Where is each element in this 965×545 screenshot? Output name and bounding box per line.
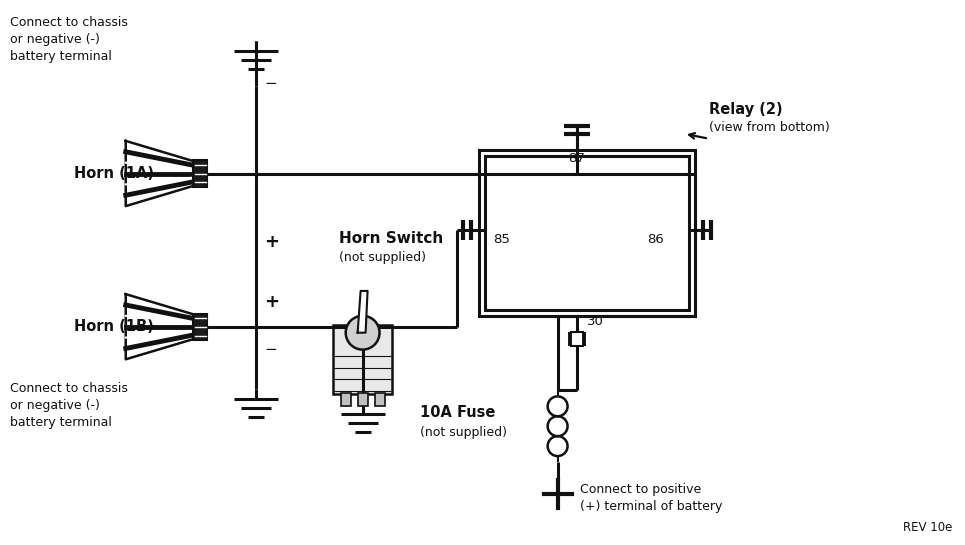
Text: +: + [264, 293, 279, 311]
Text: Horn (1A): Horn (1A) [74, 166, 154, 181]
Polygon shape [358, 291, 368, 332]
Bar [341, 393, 350, 407]
Text: Connect to chassis
or negative (-)
battery terminal: Connect to chassis or negative (-) batte… [11, 383, 128, 429]
Text: 30: 30 [587, 315, 604, 328]
Text: 85: 85 [493, 233, 510, 246]
Text: Relay (2): Relay (2) [709, 102, 783, 117]
Bar [333, 325, 393, 395]
Circle shape [345, 316, 379, 349]
Bar [193, 313, 207, 340]
Text: REV 10e: REV 10e [903, 521, 952, 534]
Text: 10A Fuse: 10A Fuse [421, 405, 496, 420]
Text: +: + [264, 233, 279, 251]
Bar [374, 393, 384, 407]
Text: (not supplied): (not supplied) [421, 426, 508, 439]
Text: Horn (1B): Horn (1B) [74, 319, 153, 334]
Bar [358, 393, 368, 407]
Polygon shape [125, 294, 193, 359]
Text: Horn Switch: Horn Switch [339, 231, 443, 246]
Text: Connect to chassis
or negative (-)
battery terminal: Connect to chassis or negative (-) batte… [11, 16, 128, 63]
Text: 87: 87 [568, 152, 586, 165]
Bar [193, 160, 207, 187]
Text: −: − [264, 76, 277, 92]
Bar [485, 156, 689, 310]
Text: (not supplied): (not supplied) [339, 251, 426, 264]
Text: −: − [264, 342, 277, 357]
Polygon shape [125, 141, 193, 206]
Text: Connect to positive
(+) terminal of battery: Connect to positive (+) terminal of batt… [580, 483, 722, 513]
Text: 86: 86 [648, 233, 664, 246]
Bar [479, 150, 695, 316]
Text: (view from bottom): (view from bottom) [709, 121, 830, 134]
